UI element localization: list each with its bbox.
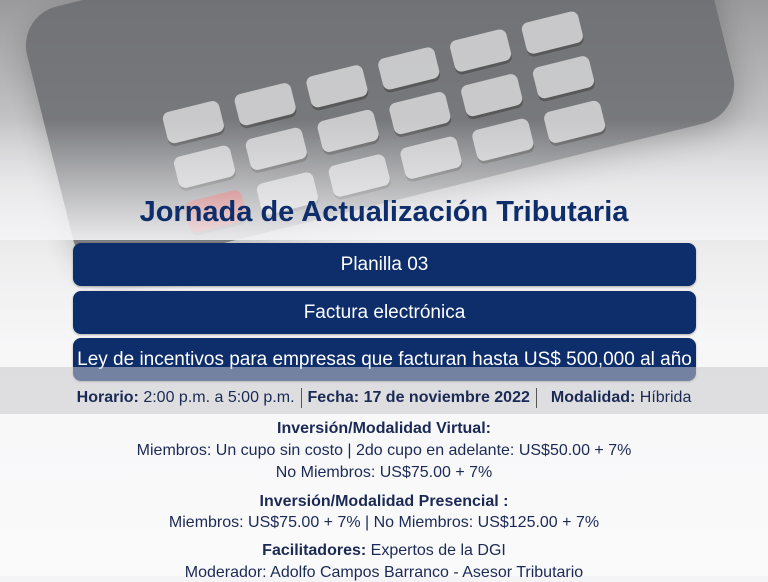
presencial-heading: Inversión/Modalidad Presencial :: [259, 493, 509, 510]
modalidad-value: Híbrida: [639, 389, 692, 407]
fecha-label: Fecha:: [307, 389, 360, 407]
virtual-heading: Inversión/Modalidad Virtual:: [277, 420, 491, 437]
event-details: Horario: 2:00 p.m. a 5:00 p.m. Fecha: 17 …: [0, 388, 768, 408]
facilitadores: Facilitadores: Expertos de la DGI: [0, 542, 768, 560]
facilitadores-label: Facilitadores:: [262, 542, 367, 559]
topic-pill: Factura electrónica: [73, 291, 696, 334]
page-title: Jornada de Actualización Tributaria: [139, 196, 629, 228]
divider: [300, 388, 302, 408]
presencial-line-1: Miembros: US$75.00 + 7% | No Miembros: U…: [168, 514, 600, 531]
fade-overlay: [0, 120, 768, 240]
facilitadores-value: Expertos de la DGI: [370, 542, 506, 559]
info-band: [0, 367, 768, 414]
virtual-line-2: No Miembros: US$75.00 + 7%: [275, 464, 493, 481]
moderador: Moderador: Adolfo Campos Barranco - Ases…: [184, 564, 584, 581]
modalidad-label: Modalidad:: [550, 389, 636, 407]
topic-pill: Planilla 03: [73, 243, 696, 286]
fecha-value: 17 de noviembre 2022: [363, 389, 530, 407]
divider: [535, 388, 537, 408]
horario-label: Horario:: [76, 389, 139, 407]
horario-value: 2:00 p.m. a 5:00 p.m.: [143, 389, 295, 407]
virtual-line-1: Miembros: Un cupo sin costo | 2do cupo e…: [136, 442, 632, 459]
